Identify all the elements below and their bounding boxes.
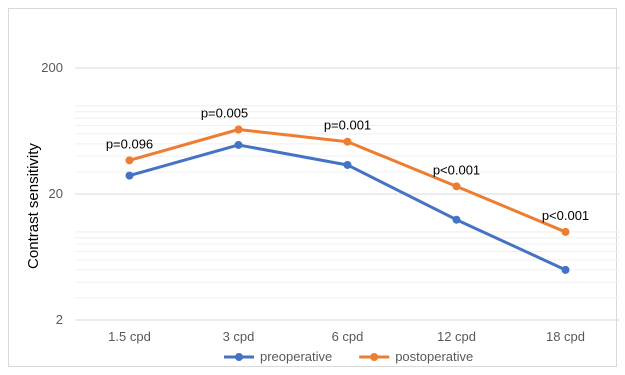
data-point-postoperative [452, 182, 461, 191]
y-tick-label: 20 [49, 186, 63, 201]
p-value-annotation: p=0.096 [106, 136, 153, 151]
legend-label: preoperative [260, 349, 332, 364]
x-tick-label: 12 cpd [437, 329, 476, 344]
y-tick-label: 200 [41, 60, 63, 75]
x-tick-label: 3 cpd [223, 329, 255, 344]
p-value-annotation: p<0.001 [433, 162, 480, 177]
legend-marker [370, 353, 379, 361]
data-point-postoperative [125, 156, 134, 165]
p-value-annotation: p<0.001 [542, 208, 589, 223]
data-point-postoperative [561, 227, 570, 236]
legend: preoperative postoperative [224, 349, 473, 364]
x-tick-label: 6 cpd [332, 329, 364, 344]
x-tick-label: 1.5 cpd [108, 329, 151, 344]
data-point-preoperative [125, 171, 134, 180]
x-axis-ticks: 1.5 cpd 3 cpd 6 cpd 12 cpd 18 cpd [108, 329, 585, 344]
data-point-preoperative [343, 160, 352, 169]
data-point-postoperative [234, 125, 243, 134]
x-tick-label: 18 cpd [546, 329, 585, 344]
data-point-preoperative [234, 140, 243, 149]
p-value-annotation: p=0.005 [201, 106, 248, 121]
data-point-preoperative [561, 265, 570, 274]
p-value-annotation: p=0.001 [324, 118, 371, 133]
y-axis-label: Contrast sensitivity [25, 143, 42, 269]
data-point-preoperative [452, 215, 461, 224]
legend-item-preoperative: preoperative [224, 349, 332, 364]
data-point-postoperative [343, 137, 352, 146]
legend-label: postoperative [395, 349, 473, 364]
legend-marker [235, 353, 243, 361]
annotations: p=0.096 p=0.005 p=0.001 p<0.001 p<0.001 [106, 106, 589, 223]
legend-item-postoperative: postoperative [359, 349, 473, 364]
y-tick-label: 2 [56, 312, 63, 327]
series-lines [125, 125, 570, 274]
gridlines [75, 67, 620, 321]
y-axis-ticks: 2 20 200 [41, 60, 63, 327]
